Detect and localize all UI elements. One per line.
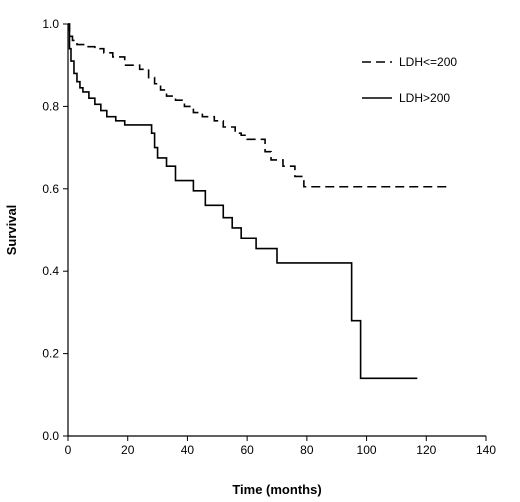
legend-label-ldh-high: LDH>200 bbox=[399, 91, 450, 105]
y-tick-label: 0.2 bbox=[42, 347, 59, 361]
y-tick-label: 0.0 bbox=[42, 429, 59, 443]
x-tick-label: 0 bbox=[65, 443, 72, 457]
x-axis-ticks: 0 20 40 60 80 100 120 140 bbox=[65, 436, 496, 457]
series-ldh-high-line bbox=[68, 23, 418, 380]
x-tick-label: 140 bbox=[476, 443, 496, 457]
y-tick-label: 0.8 bbox=[42, 99, 59, 113]
axes bbox=[67, 24, 486, 437]
x-tick-label: 80 bbox=[300, 443, 314, 457]
x-tick-label: 40 bbox=[181, 443, 195, 457]
series-ldh-low-line bbox=[68, 23, 451, 188]
y-tick-label: 0.4 bbox=[42, 264, 59, 278]
y-axis-title: Survival bbox=[4, 205, 19, 256]
legend: LDH<=200 LDH>200 bbox=[362, 55, 457, 105]
series-layer bbox=[68, 23, 451, 380]
y-axis-ticks: 0.0 0.2 0.4 0.6 0.8 1.0 bbox=[42, 17, 68, 443]
x-tick-label: 100 bbox=[357, 443, 377, 457]
y-tick-label: 1.0 bbox=[42, 17, 59, 31]
x-tick-label: 60 bbox=[240, 443, 254, 457]
y-tick-label: 0.6 bbox=[42, 182, 59, 196]
legend-label-ldh-low: LDH<=200 bbox=[399, 55, 457, 69]
x-tick-label: 20 bbox=[121, 443, 135, 457]
x-axis-title: Time (months) bbox=[232, 482, 321, 497]
x-tick-label: 120 bbox=[416, 443, 436, 457]
